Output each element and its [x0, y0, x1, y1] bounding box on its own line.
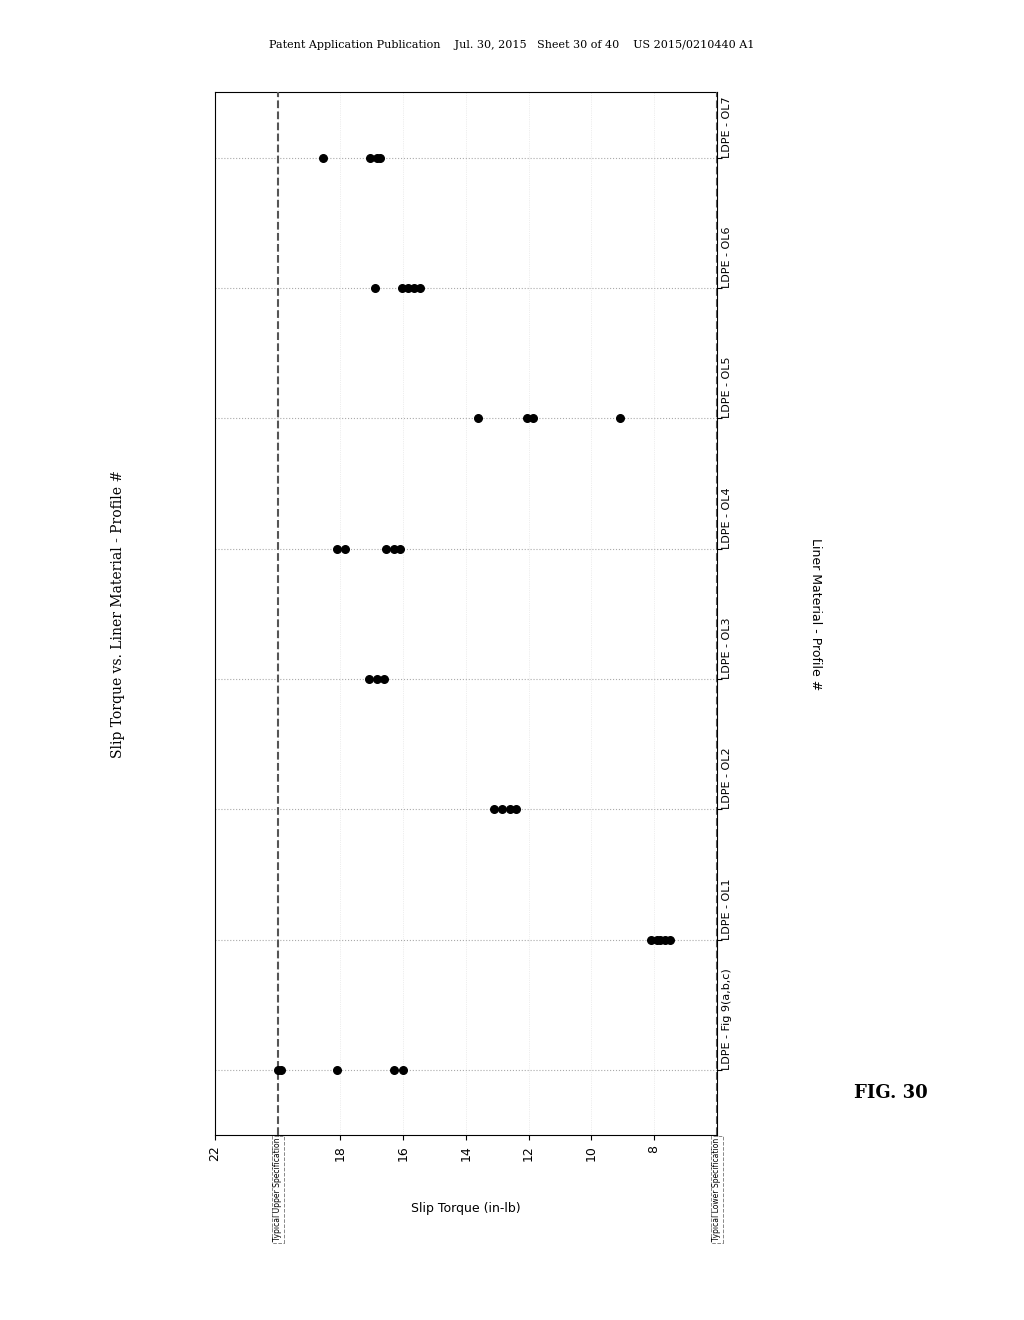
Point [392, 539, 409, 560]
Text: Typical Lower Specification: Typical Lower Specification [713, 1138, 721, 1241]
Point [337, 539, 353, 560]
Point [486, 799, 503, 820]
Point [470, 408, 486, 429]
Point [652, 929, 669, 950]
Text: Patent Application Publication    Jul. 30, 2015   Sheet 30 of 40    US 2015/0210: Patent Application Publication Jul. 30, … [269, 40, 755, 50]
Point [611, 408, 628, 429]
Point [502, 799, 518, 820]
Point [399, 277, 416, 298]
Point [662, 929, 678, 950]
X-axis label: Slip Torque (in-lb): Slip Torque (in-lb) [411, 1203, 521, 1216]
Point [656, 929, 673, 950]
Point [376, 668, 392, 689]
Point [367, 277, 383, 298]
Point [413, 277, 429, 298]
Point [329, 539, 345, 560]
Point [649, 929, 666, 950]
Point [378, 539, 394, 560]
Text: Typical Upper Specification: Typical Upper Specification [273, 1138, 283, 1241]
Point [269, 1060, 286, 1081]
Point [494, 799, 510, 820]
Point [525, 408, 542, 429]
Point [272, 1060, 289, 1081]
Point [508, 799, 524, 820]
Point [395, 1060, 412, 1081]
Point [369, 147, 385, 168]
Point [362, 147, 379, 168]
Point [386, 539, 402, 560]
Text: FIG. 30: FIG. 30 [854, 1084, 928, 1102]
Point [393, 277, 410, 298]
Point [519, 408, 536, 429]
Point [372, 147, 388, 168]
Point [386, 1060, 402, 1081]
Point [369, 668, 385, 689]
Point [406, 277, 422, 298]
Point [643, 929, 659, 950]
Point [360, 668, 377, 689]
Text: Slip Torque vs. Liner Material - Profile #: Slip Torque vs. Liner Material - Profile… [111, 470, 125, 758]
Point [329, 1060, 345, 1081]
Point [315, 147, 332, 168]
Y-axis label: Liner Material - Profile #: Liner Material - Profile # [809, 537, 822, 690]
